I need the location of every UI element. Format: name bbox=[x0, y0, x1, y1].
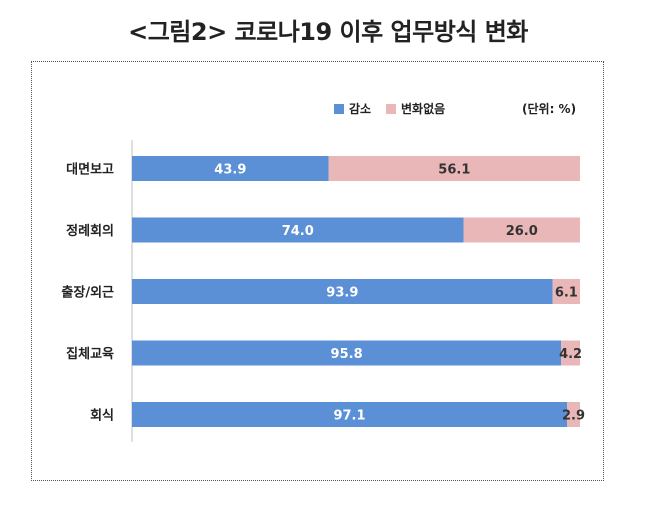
category-label: 정례회의 bbox=[66, 223, 114, 239]
bar-no-change bbox=[561, 340, 580, 366]
bar-decrease bbox=[132, 156, 329, 181]
legend-label-decrease: 감소 bbox=[349, 102, 372, 116]
chart-title: <그림2> 코로나19 이후 업무방식 변화 bbox=[128, 18, 528, 46]
bar-decrease bbox=[132, 217, 464, 243]
unit-label: (단위: %) bbox=[522, 102, 577, 116]
bar-no-change bbox=[328, 156, 580, 181]
data-label-decrease: 43.9 bbox=[214, 163, 246, 178]
bar-no-change bbox=[463, 217, 580, 243]
bar-decrease bbox=[132, 402, 568, 427]
data-label-no-change: 2.9 bbox=[562, 409, 585, 424]
category-label: 집체교육 bbox=[66, 346, 114, 362]
bar-decrease bbox=[132, 340, 562, 366]
legend-item-decrease: 감소 bbox=[334, 100, 371, 117]
data-label-no-change: 4.2 bbox=[559, 347, 582, 362]
bar-decrease bbox=[132, 279, 553, 304]
category-label: 출장/외근 bbox=[61, 285, 114, 301]
legend-swatch-decrease bbox=[334, 103, 344, 114]
legend-label-no-change: 변화없음 bbox=[401, 102, 446, 116]
bar-no-change bbox=[552, 279, 580, 304]
data-label-decrease: 97.1 bbox=[333, 409, 365, 424]
data-label-no-change: 6.1 bbox=[555, 286, 578, 301]
data-label-no-change: 56.1 bbox=[438, 163, 470, 178]
legend-item-no-change: 변화없음 bbox=[386, 100, 445, 117]
data-label-decrease: 95.8 bbox=[331, 347, 363, 362]
data-label-decrease: 74.0 bbox=[282, 224, 314, 239]
data-label-decrease: 93.9 bbox=[326, 286, 358, 301]
category-label: 대면보고 bbox=[66, 162, 114, 178]
category-label: 회식 bbox=[90, 408, 114, 424]
chart-frame bbox=[31, 61, 604, 481]
data-label-no-change: 26.0 bbox=[506, 224, 538, 239]
legend-swatch-no-change bbox=[386, 103, 396, 114]
bar-no-change bbox=[567, 402, 580, 427]
